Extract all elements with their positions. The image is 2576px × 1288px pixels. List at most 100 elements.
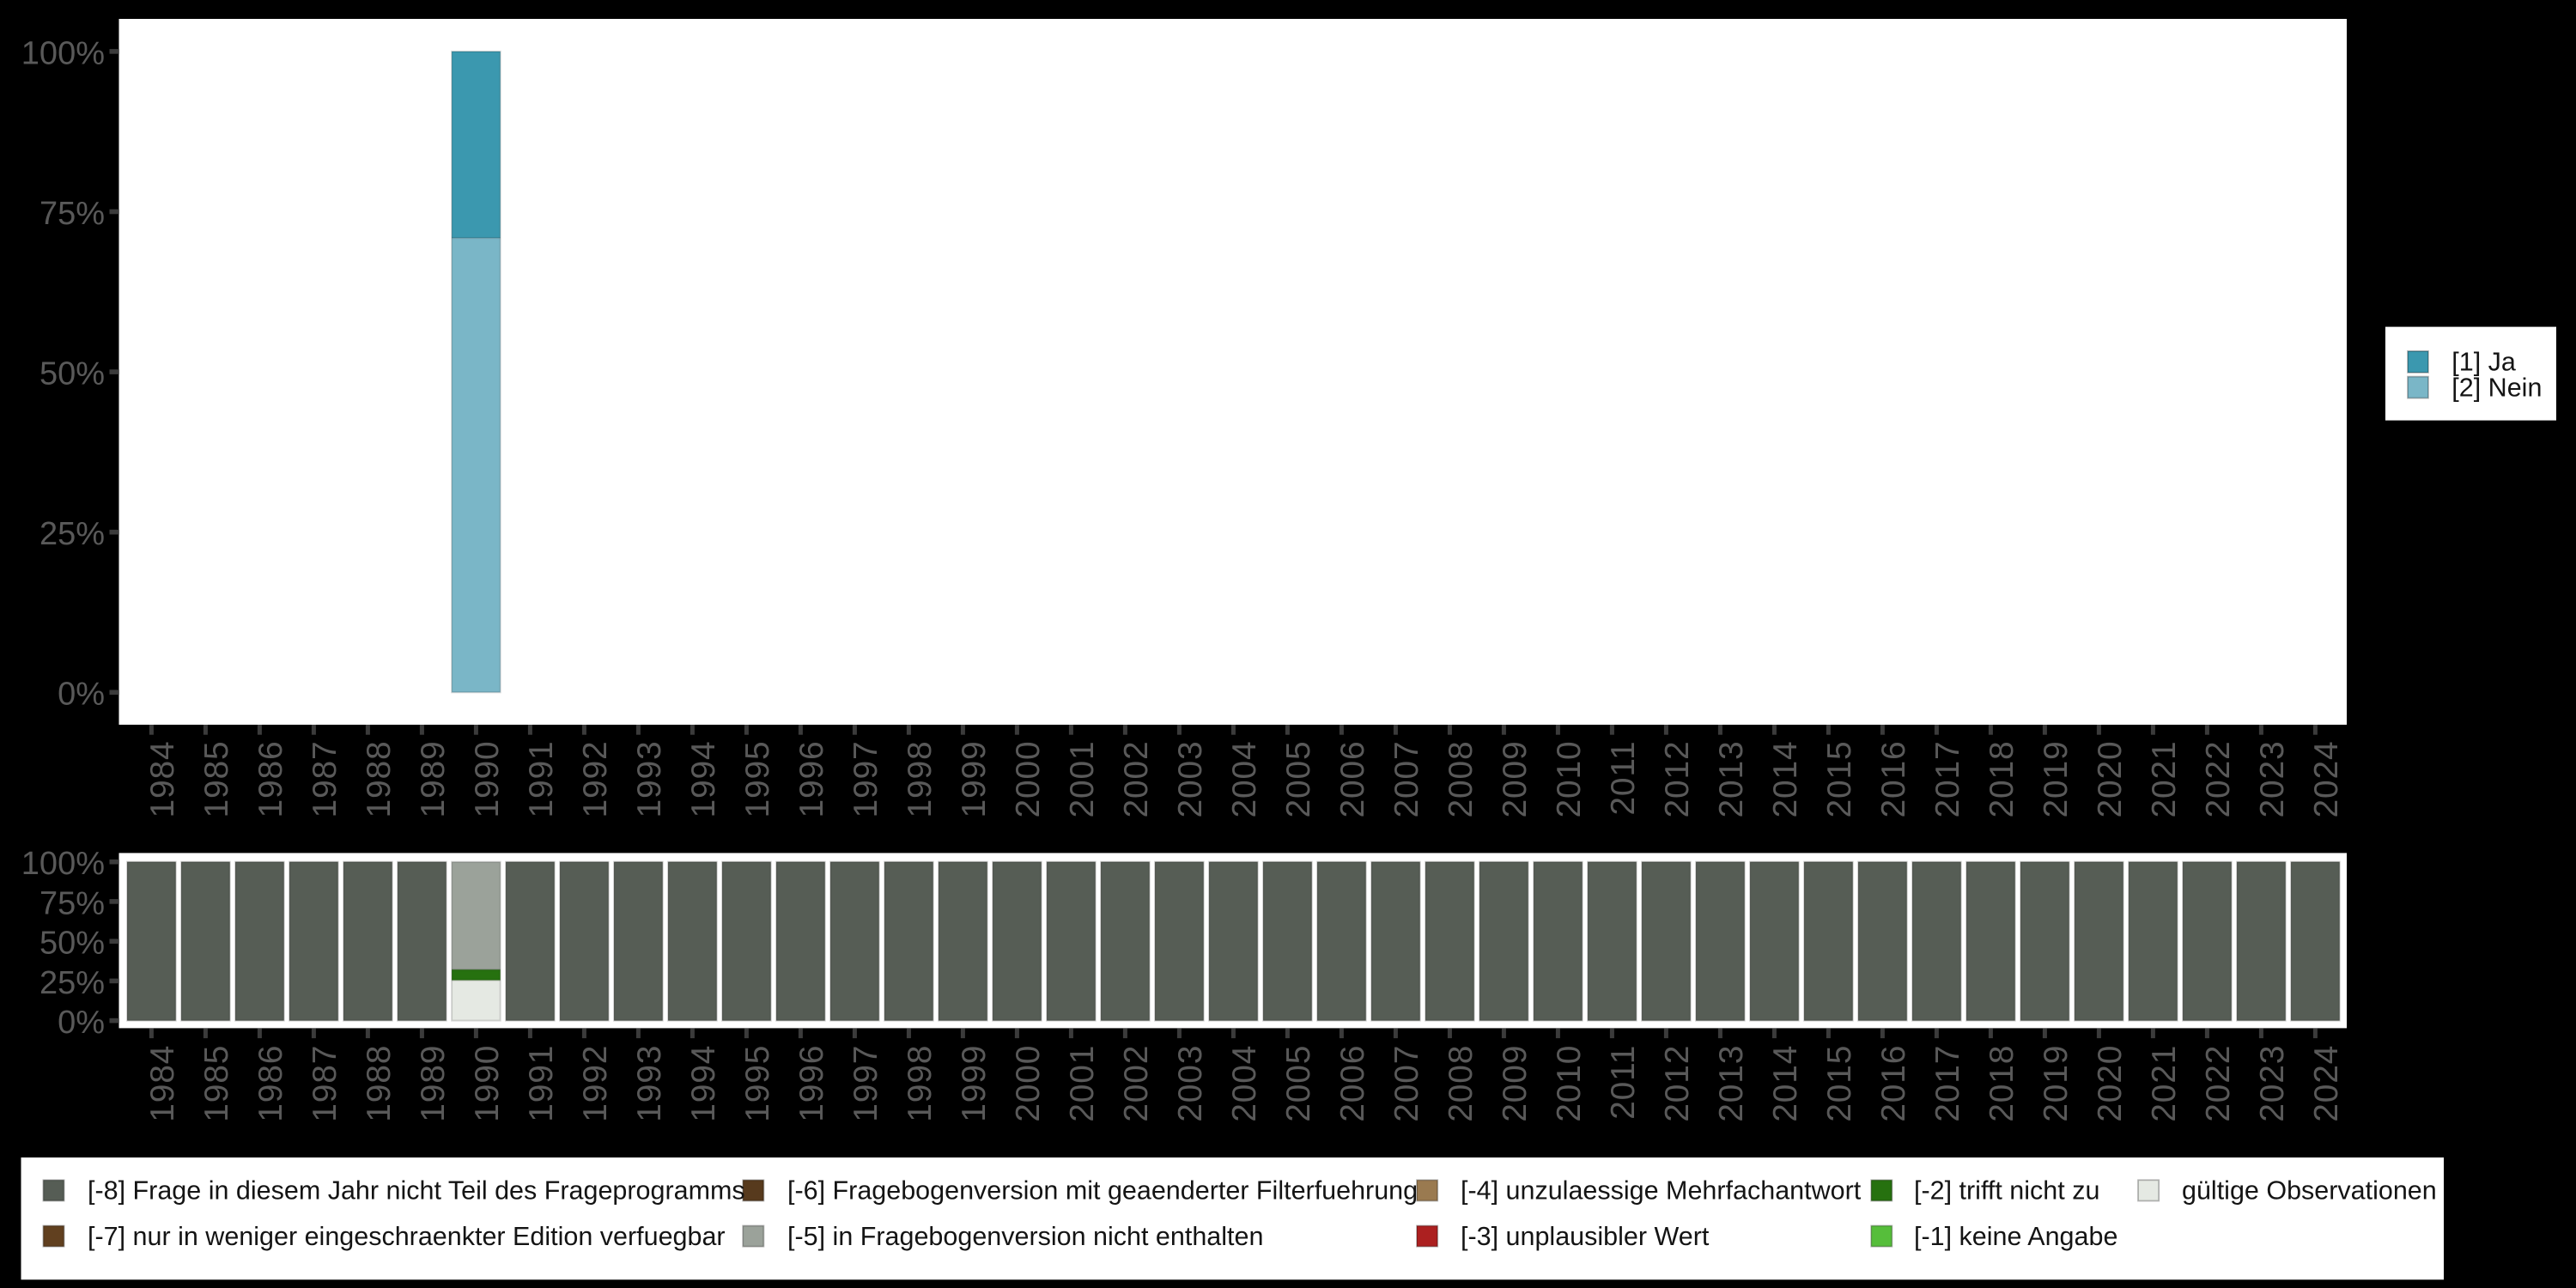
svg-text:[-8] Frage in diesem Jahr nich: [-8] Frage in diesem Jahr nicht Teil des… xyxy=(88,1176,745,1206)
svg-text:[-3] unplausibler Wert: [-3] unplausibler Wert xyxy=(1461,1222,1710,1251)
svg-text:2005: 2005 xyxy=(1280,741,1317,818)
svg-text:[-6] Fragebogenversion mit gea: [-6] Fragebogenversion mit geaenderter F… xyxy=(787,1176,1418,1206)
svg-text:1991: 1991 xyxy=(523,741,560,818)
svg-text:1985: 1985 xyxy=(198,1045,235,1122)
svg-text:gültige Observationen: gültige Observationen xyxy=(2182,1176,2437,1206)
svg-text:100%: 100% xyxy=(21,35,105,71)
svg-text:1993: 1993 xyxy=(631,1045,668,1122)
svg-text:1984: 1984 xyxy=(144,1045,181,1122)
svg-text:[-2] trifft nicht zu: [-2] trifft nicht zu xyxy=(1914,1176,2099,1206)
svg-text:1991: 1991 xyxy=(523,1045,560,1122)
svg-text:1998: 1998 xyxy=(902,741,939,818)
svg-text:[-1] keine Angabe: [-1] keine Angabe xyxy=(1914,1222,2117,1251)
svg-text:2009: 2009 xyxy=(1497,1045,1534,1122)
svg-text:1988: 1988 xyxy=(361,1045,398,1122)
svg-text:2020: 2020 xyxy=(2092,741,2129,818)
svg-text:2021: 2021 xyxy=(2146,741,2183,818)
svg-text:2015: 2015 xyxy=(1821,1045,1858,1122)
svg-text:25%: 25% xyxy=(39,965,105,1001)
svg-text:1994: 1994 xyxy=(685,741,722,818)
svg-text:2019: 2019 xyxy=(2038,741,2075,818)
svg-text:1987: 1987 xyxy=(307,741,343,818)
svg-text:2016: 2016 xyxy=(1875,1045,1912,1122)
svg-text:2017: 2017 xyxy=(1929,1045,1966,1122)
svg-text:1989: 1989 xyxy=(415,1045,452,1122)
svg-text:1985: 1985 xyxy=(198,741,235,818)
svg-text:2002: 2002 xyxy=(1118,1045,1155,1122)
svg-text:[1] Ja: [1] Ja xyxy=(2451,348,2516,377)
svg-text:2003: 2003 xyxy=(1172,741,1209,818)
svg-text:1992: 1992 xyxy=(577,1045,614,1122)
svg-text:2018: 2018 xyxy=(1984,1045,2020,1122)
svg-text:100%: 100% xyxy=(21,846,105,882)
svg-text:2013: 2013 xyxy=(1713,1045,1750,1122)
svg-text:50%: 50% xyxy=(39,926,105,962)
svg-text:2024: 2024 xyxy=(2308,1045,2345,1122)
svg-text:2001: 2001 xyxy=(1064,741,1101,818)
svg-text:1986: 1986 xyxy=(252,1045,289,1122)
svg-text:[2] Nein: [2] Nein xyxy=(2451,373,2542,402)
svg-text:50%: 50% xyxy=(39,356,105,392)
svg-text:2000: 2000 xyxy=(1010,1045,1047,1122)
svg-text:0%: 0% xyxy=(58,677,105,713)
svg-text:2015: 2015 xyxy=(1821,741,1858,818)
svg-text:2012: 2012 xyxy=(1659,740,1696,817)
svg-text:2002: 2002 xyxy=(1118,741,1155,818)
svg-text:25%: 25% xyxy=(39,516,105,552)
svg-text:1995: 1995 xyxy=(739,741,776,818)
svg-text:1999: 1999 xyxy=(956,741,993,818)
svg-text:2003: 2003 xyxy=(1172,1045,1209,1122)
svg-text:2006: 2006 xyxy=(1334,741,1371,818)
svg-text:2024: 2024 xyxy=(2308,741,2345,818)
svg-text:2007: 2007 xyxy=(1388,741,1425,818)
svg-text:[-7] nur in weniger eingeschra: [-7] nur in weniger eingeschraenkter Edi… xyxy=(88,1222,726,1251)
svg-text:2009: 2009 xyxy=(1497,741,1534,818)
svg-text:1990: 1990 xyxy=(469,1045,506,1122)
svg-text:2021: 2021 xyxy=(2146,1045,2183,1122)
svg-text:2019: 2019 xyxy=(2038,1045,2075,1122)
svg-text:[-5] in Fragebogenversion nich: [-5] in Fragebogenversion nicht enthalte… xyxy=(787,1222,1263,1251)
svg-text:2014: 2014 xyxy=(1767,741,1804,818)
svg-text:2010: 2010 xyxy=(1551,741,1588,818)
svg-text:2011: 2011 xyxy=(1605,1045,1642,1120)
svg-text:2020: 2020 xyxy=(2092,1045,2129,1122)
svg-text:2005: 2005 xyxy=(1280,1045,1317,1122)
svg-text:75%: 75% xyxy=(39,196,105,232)
svg-text:1989: 1989 xyxy=(415,741,452,818)
svg-text:2023: 2023 xyxy=(2254,741,2291,818)
svg-text:1996: 1996 xyxy=(793,1045,830,1122)
svg-text:2012: 2012 xyxy=(1659,1045,1696,1122)
svg-text:2008: 2008 xyxy=(1443,741,1479,818)
svg-text:2011: 2011 xyxy=(1605,741,1642,816)
svg-text:2010: 2010 xyxy=(1551,1045,1588,1122)
svg-text:75%: 75% xyxy=(39,885,105,921)
svg-text:2000: 2000 xyxy=(1010,741,1047,818)
svg-text:2022: 2022 xyxy=(2200,1045,2237,1122)
svg-text:1986: 1986 xyxy=(252,741,289,818)
svg-text:2023: 2023 xyxy=(2254,1045,2291,1122)
svg-text:2018: 2018 xyxy=(1984,741,2020,818)
svg-text:2013: 2013 xyxy=(1713,740,1750,817)
svg-text:2004: 2004 xyxy=(1226,1045,1263,1122)
svg-text:1988: 1988 xyxy=(361,741,398,818)
svg-text:2001: 2001 xyxy=(1064,1045,1101,1122)
svg-text:2016: 2016 xyxy=(1875,741,1912,818)
svg-text:2007: 2007 xyxy=(1388,1045,1425,1122)
svg-text:0%: 0% xyxy=(58,1005,105,1041)
svg-text:1997: 1997 xyxy=(848,1045,884,1122)
svg-text:1994: 1994 xyxy=(685,1045,722,1122)
svg-text:[-4] unzulaessige Mehrfachantw: [-4] unzulaessige Mehrfachantwort xyxy=(1461,1176,1862,1206)
svg-text:2014: 2014 xyxy=(1767,1045,1804,1122)
svg-text:2006: 2006 xyxy=(1334,1045,1371,1122)
svg-text:1998: 1998 xyxy=(902,1045,939,1122)
svg-text:2004: 2004 xyxy=(1226,741,1263,818)
svg-text:1990: 1990 xyxy=(469,741,506,818)
svg-text:2017: 2017 xyxy=(1929,741,1966,818)
svg-text:1996: 1996 xyxy=(793,741,830,818)
svg-text:2008: 2008 xyxy=(1443,1045,1479,1122)
svg-text:2022: 2022 xyxy=(2200,741,2237,818)
svg-text:1997: 1997 xyxy=(848,741,884,818)
svg-text:1995: 1995 xyxy=(739,1045,776,1122)
svg-text:1984: 1984 xyxy=(144,741,181,818)
svg-text:1987: 1987 xyxy=(307,1045,343,1122)
